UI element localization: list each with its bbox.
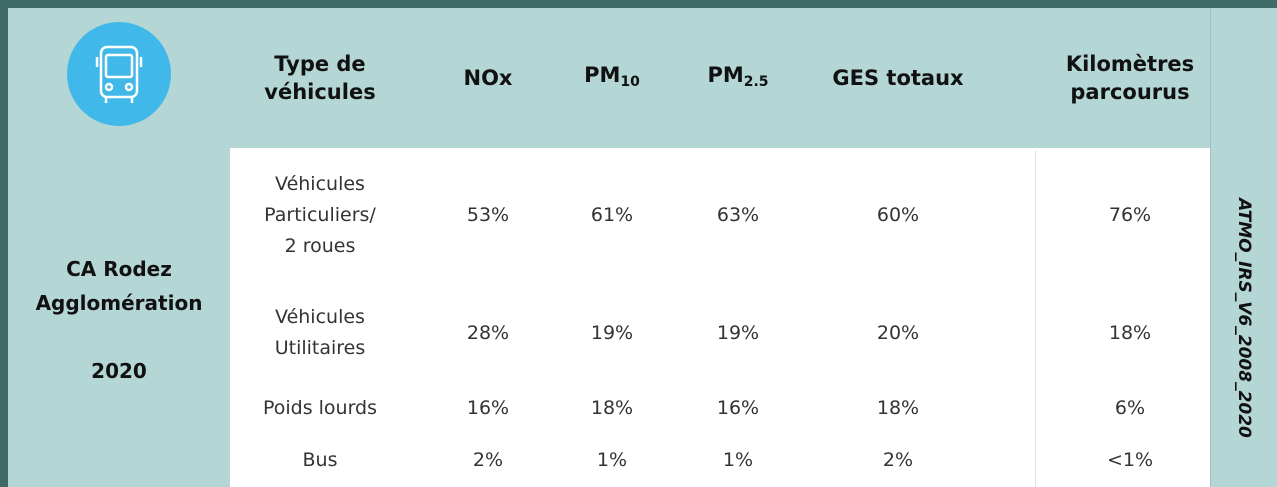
region-label: CA Rodez Agglomération 2020: [8, 240, 230, 400]
border: [0, 0, 1277, 8]
column-header: NOx: [428, 8, 548, 148]
divider: [1035, 150, 1036, 487]
table-cell: 1%: [596, 448, 628, 471]
divider: [1210, 8, 1211, 487]
header-sub: 10: [620, 73, 640, 90]
header-line: véhicules: [264, 80, 376, 104]
header-band: [8, 8, 1277, 148]
region-line: Agglomération: [35, 291, 203, 315]
table-cell: 1%: [722, 448, 754, 471]
label-line: 2 roues: [284, 234, 356, 257]
column-header: Type de véhicules: [230, 8, 410, 148]
source-label: ATMO_IRS_V6_2008_2020: [1233, 197, 1254, 438]
border: [0, 0, 8, 487]
table-cell: 76%: [1108, 203, 1152, 226]
column-header: GES totaux: [808, 8, 988, 148]
table-cell: 16%: [466, 397, 510, 419]
table-cell: 60%: [876, 203, 920, 226]
table-cell: 2%: [882, 448, 914, 471]
table-cell: 28%: [466, 321, 510, 344]
header-line: PM2.5: [707, 61, 768, 96]
header-line: parcourus: [1070, 80, 1190, 104]
label-line: Particuliers/: [264, 203, 376, 226]
table-cell: <1%: [1106, 448, 1154, 471]
table-cell: 2%: [472, 448, 504, 471]
table-cell: 18%: [590, 397, 634, 419]
column-header: Kilomètres parcourus: [1045, 8, 1215, 148]
header-line: Kilomètres: [1065, 52, 1195, 76]
header-line: NOx: [463, 66, 513, 90]
label-line: Véhicules: [275, 306, 365, 328]
table-cell: 6%: [1114, 397, 1146, 419]
table-cell: 19%: [716, 321, 760, 344]
table-cell: 18%: [1108, 321, 1152, 344]
row-label: Véhicules Utilitaires: [230, 282, 410, 384]
table-cell: 16%: [716, 397, 760, 419]
header-main: PM: [584, 62, 621, 87]
bus-icon: [67, 22, 171, 126]
label-line: Bus: [302, 448, 338, 471]
label-line: Poids lourds: [262, 397, 378, 419]
table-cell: 19%: [590, 321, 634, 344]
column-header: PM10: [552, 8, 672, 148]
header-line: Type de: [274, 52, 366, 76]
row-label: Poids lourds: [230, 384, 410, 433]
table-cell: 63%: [716, 203, 760, 226]
side-band: [1210, 148, 1277, 487]
column-header: PM2.5: [678, 8, 798, 148]
table-cell: 53%: [466, 203, 510, 226]
source-cell: ATMO_IRS_V6_2008_2020: [1210, 148, 1277, 487]
header-line: PM10: [584, 61, 640, 96]
table-cell: 20%: [876, 321, 920, 344]
region-line: CA Rodez: [66, 257, 172, 281]
table-cell: 18%: [876, 397, 920, 419]
label-line: Utilitaires: [274, 337, 366, 359]
region-year: 2020: [91, 359, 147, 383]
header-line: GES totaux: [832, 66, 964, 90]
region-band: [8, 148, 230, 487]
table-cell: 61%: [590, 203, 634, 226]
row-label: Bus: [230, 433, 410, 487]
header-main: PM: [707, 62, 744, 87]
row-label: Véhicules Particuliers/2 roues: [230, 148, 410, 282]
label-line: Véhicules: [275, 172, 365, 195]
header-sub: 2.5: [743, 73, 769, 90]
